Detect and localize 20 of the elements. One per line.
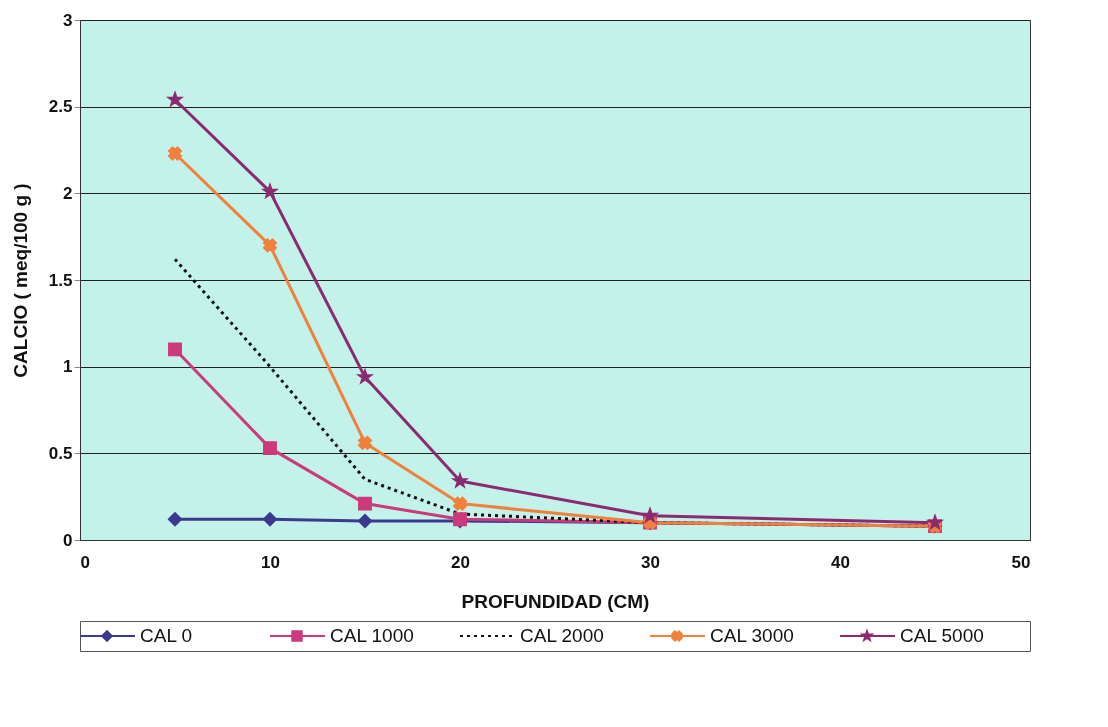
legend-label: CAL 2000: [520, 625, 604, 646]
y-tick-label: 1.5: [48, 270, 73, 290]
legend-label: CAL 0: [140, 625, 193, 646]
y-tick-label: 0: [63, 530, 73, 550]
x-tick-label: 10: [261, 552, 280, 572]
x-tick-label: 20: [451, 552, 470, 572]
y-tick-label: 2.5: [48, 97, 73, 117]
x-tick-label: 40: [831, 552, 850, 572]
legend-label: CAL 5000: [900, 625, 984, 646]
y-axis-title: CALCIO ( meq/100 g ): [9, 183, 31, 378]
x-axis-title: PROFUNDIDAD (CM): [461, 590, 650, 612]
y-tick-label: 0.5: [48, 443, 73, 463]
legend-label: CAL 3000: [710, 625, 794, 646]
y-tick-label: 2: [63, 183, 73, 203]
x-tick-label: 0: [80, 552, 90, 572]
x-tick-label: 30: [641, 552, 660, 572]
x-tick-label: 50: [1011, 552, 1031, 572]
y-tick-label: 3: [63, 10, 73, 30]
y-tick-label: 1: [63, 357, 73, 377]
legend-label: CAL 1000: [330, 625, 414, 646]
